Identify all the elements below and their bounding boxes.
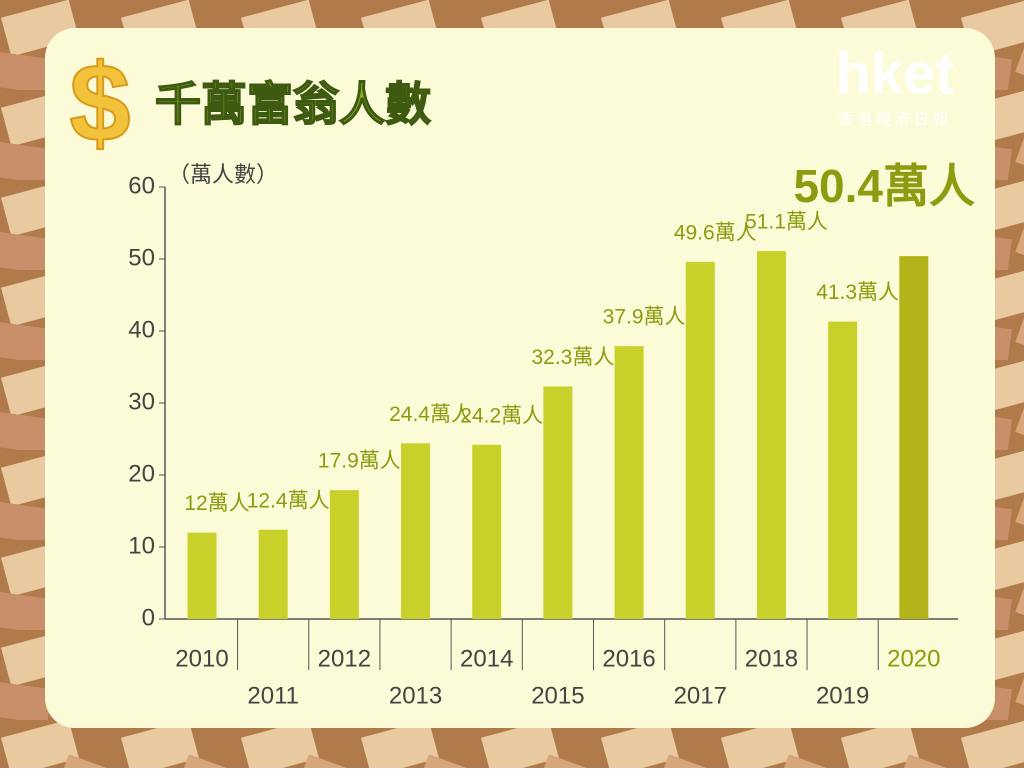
- value-label: 32.3萬人: [531, 346, 614, 369]
- bar: [756, 251, 786, 619]
- bar: [685, 261, 715, 619]
- x-tick-label: 2010: [175, 645, 228, 672]
- bar: [258, 529, 288, 619]
- bar: [543, 386, 573, 619]
- y-tick-label: 10: [128, 532, 155, 559]
- bar: [472, 444, 502, 619]
- value-label: 41.3萬人: [816, 281, 899, 304]
- x-tick-label: 2018: [745, 645, 798, 672]
- dollar-icon: $: [69, 42, 130, 165]
- x-tick-label: 2014: [460, 645, 513, 672]
- y-tick-label: 0: [142, 604, 155, 631]
- x-tick-label: 2013: [389, 682, 442, 709]
- x-tick-label: 2020: [887, 645, 940, 672]
- value-label: 12.4萬人: [247, 489, 330, 512]
- logo-subtitle: 香港經濟日報: [838, 111, 952, 128]
- bar: [614, 346, 644, 619]
- value-label: 49.6萬人: [674, 221, 757, 244]
- y-tick-label: 60: [128, 172, 155, 199]
- value-label: 24.2萬人: [460, 404, 543, 427]
- logo: hket: [835, 41, 954, 106]
- bar: [329, 490, 359, 619]
- bar: [187, 532, 217, 619]
- value-label: 50.4萬人: [793, 160, 975, 212]
- x-tick-label: 2019: [816, 682, 869, 709]
- chart-title: 千萬富翁人數: [155, 78, 431, 130]
- y-tick-label: 50: [128, 244, 155, 271]
- value-label: 12萬人: [184, 492, 249, 515]
- value-label: 24.4萬人: [389, 403, 472, 426]
- value-label: 17.9萬人: [318, 450, 401, 473]
- x-tick-label: 2017: [674, 682, 727, 709]
- y-axis-label: （萬人數）: [168, 162, 278, 187]
- bar: [401, 443, 431, 619]
- y-tick-label: 20: [128, 460, 155, 487]
- x-tick-label: 2011: [247, 682, 299, 709]
- y-tick-label: 40: [128, 316, 155, 343]
- value-label: 37.9萬人: [603, 306, 686, 329]
- bar: [899, 256, 929, 619]
- x-tick-label: 2016: [602, 645, 655, 672]
- value-label: 51.1萬人: [745, 211, 828, 234]
- y-tick-label: 30: [128, 388, 155, 415]
- x-tick-label: 2012: [318, 645, 371, 672]
- x-tick-label: 2015: [531, 682, 584, 709]
- bar: [828, 321, 858, 619]
